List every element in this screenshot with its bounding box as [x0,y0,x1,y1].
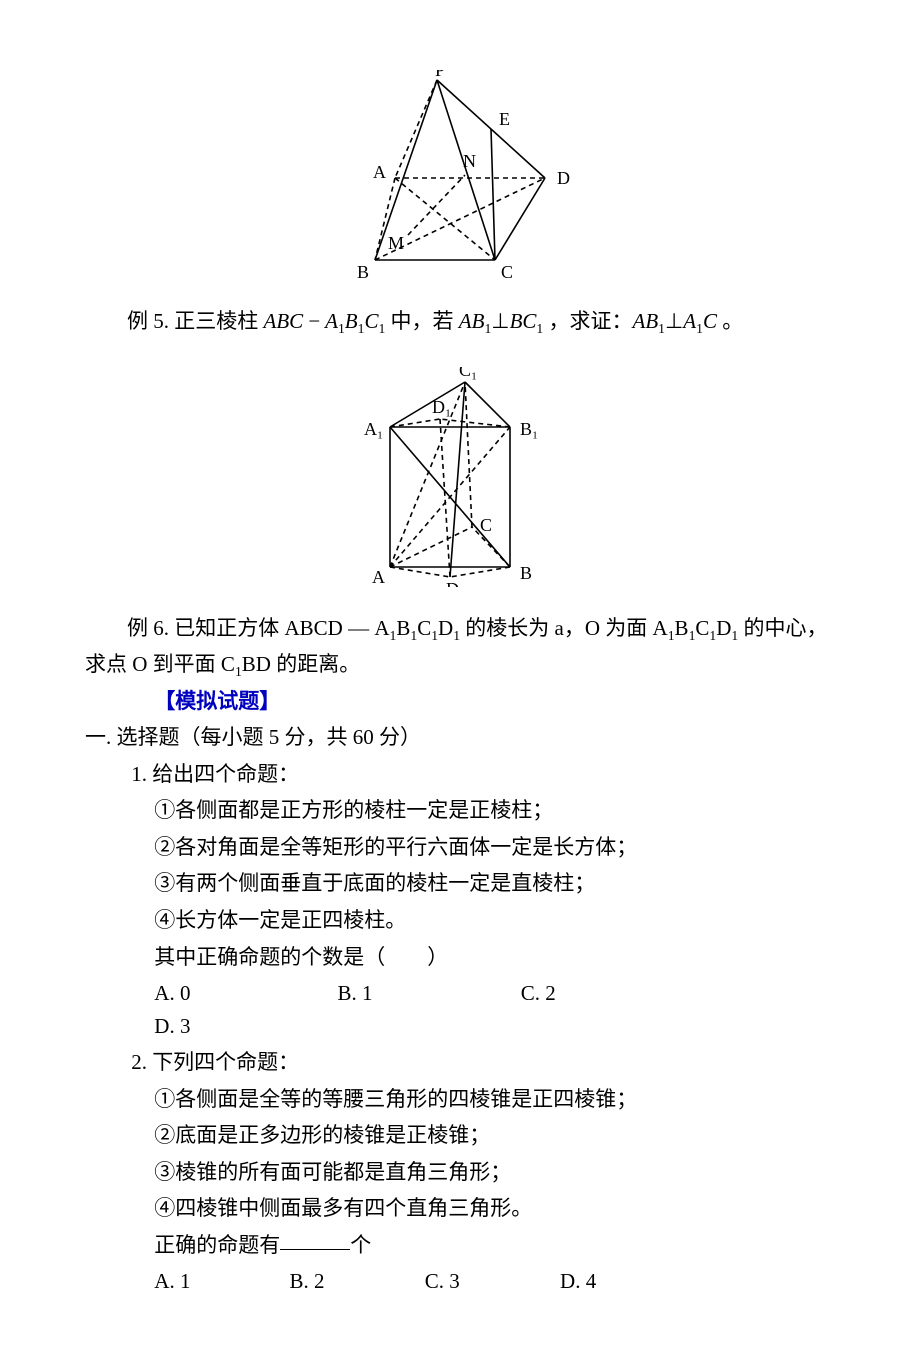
q1-optD: D. 3 [154,1010,332,1043]
q2-item4: ④四棱锥中侧面最多有四个直角三角形。 [85,1192,835,1225]
figure-pyramid: P A B C D E N M [85,70,835,290]
svg-text:C₁: C₁ [459,367,477,380]
part1-header: 一. 选择题（每小题 5 分，共 60 分） [85,721,835,754]
q2-ask-suffix: 个 [350,1233,371,1257]
q1-stem: 1. 给出四个命题： [85,758,835,791]
q2-optA: A. 1 [154,1265,284,1298]
svg-text:A: A [372,567,385,587]
q1-item4: ④长方体一定是正四棱柱。 [85,904,835,937]
svg-text:C: C [480,515,492,535]
q1-optA: A. 0 [154,977,332,1010]
q2-item2: ②底面是正多边形的棱锥是正棱锥； [85,1119,835,1152]
ex5-mid1: 中，若 [385,309,459,333]
ex5-mid2: ，求证： [543,309,632,333]
example5-text: 例 5. 正三棱柱 ABC − A1B1C1 中，若 AB1⊥BC1 ，求证：A… [85,305,835,338]
q1-item1: ①各侧面都是正方形的棱柱一定是正棱柱； [85,794,835,827]
svg-text:E: E [499,109,510,129]
svg-text:D: D [557,168,570,188]
section-header: 【模拟试题】 [85,685,835,718]
q1-optC: C. 2 [521,977,699,1010]
q2-optD: D. 4 [560,1265,690,1298]
q1-ask: 其中正确命题的个数是（ ） [85,941,835,974]
svg-text:A₁: A₁ [364,419,383,439]
figure-prism: A B D C A₁ B₁ C₁ D₁ [85,367,835,597]
svg-text:C: C [501,262,513,280]
q2-blank [280,1249,350,1250]
ex5-suffix: 。 [717,309,743,333]
q1-item2: ②各对角面是全等矩形的平行六面体一定是长方体； [85,831,835,864]
ex5-prefix: 例 5. 正三棱柱 [127,309,264,333]
q2-ask-prefix: 正确的命题有 [154,1233,280,1257]
svg-text:B: B [520,563,532,583]
figure2-svg: A B D C A₁ B₁ C₁ D₁ [360,367,560,587]
svg-text:B: B [357,262,369,280]
svg-text:N: N [463,151,476,171]
q2-stem: 2. 下列四个命题： [85,1046,835,1079]
svg-text:B₁: B₁ [520,419,538,439]
svg-text:D: D [446,579,459,587]
q1-item3: ③有两个侧面垂直于底面的棱柱一定是直棱柱； [85,867,835,900]
ex5-expr2: AB1⊥BC1 [459,309,543,333]
q2-item1: ①各侧面是全等的等腰三角形的四棱锥是正四棱锥； [85,1083,835,1116]
q2-options: A. 1 B. 2 C. 3 D. 4 [85,1265,835,1298]
svg-text:A: A [373,162,386,182]
q2-ask: 正确的命题有 个 [85,1229,835,1262]
example6-line2: 求点 O 到平面 C1BD 的距离。 [85,648,835,681]
figure1-svg: P A B C D E N M [345,70,575,280]
ex5-expr3: AB1⊥A1C [633,309,717,333]
svg-text:D₁: D₁ [432,397,451,417]
q1-optB: B. 1 [338,977,516,1010]
q2-item3: ③棱锥的所有面可能都是直角三角形； [85,1156,835,1189]
svg-text:M: M [388,233,404,253]
q2-optB: B. 2 [290,1265,420,1298]
ex5-expr1: ABC − A1B1C1 [264,309,386,333]
example6-line1: 例 6. 已知正方体 ABCD — A1B1C1D1 的棱长为 a，O 为面 A… [85,612,835,645]
q2-optC: C. 3 [425,1265,555,1298]
svg-text:P: P [435,70,445,80]
q1-options: A. 0 B. 1 C. 2 D. 3 [85,977,835,1042]
